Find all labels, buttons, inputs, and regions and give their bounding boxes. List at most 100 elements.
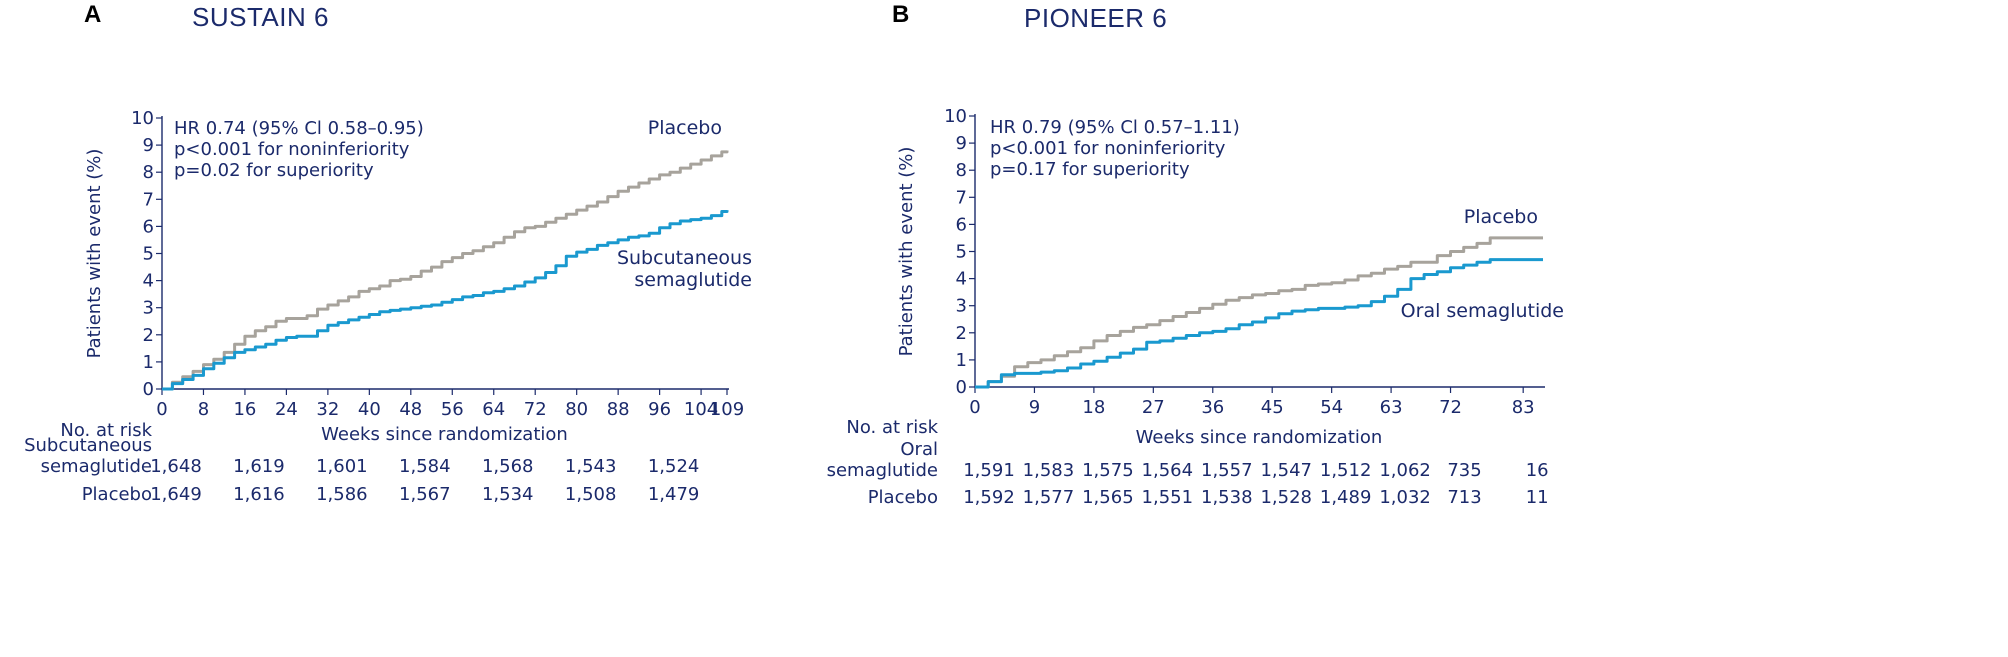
x-tick-label: 63 (1380, 397, 1403, 418)
y-tick-label: 3 (143, 298, 154, 319)
y-tick-label: 7 (956, 187, 967, 208)
x-tick-label: 16 (233, 399, 256, 420)
y-tick-label: 0 (143, 379, 154, 400)
risk-value: 1,601 (316, 456, 368, 477)
x-tick-label: 0 (156, 399, 167, 420)
x-tick-label: 96 (648, 399, 671, 420)
y-tick-label: 9 (956, 133, 967, 154)
risk-value: 11 (1526, 487, 1549, 508)
x-tick-label: 9 (1029, 397, 1040, 418)
y-tick-label: 1 (143, 352, 154, 373)
y-axis-label: Patients with event (%) (896, 147, 917, 357)
x-tick-label: 56 (441, 399, 464, 420)
y-tick-label: 0 (956, 377, 967, 398)
y-tick-label: 9 (143, 135, 154, 156)
risk-value: 1,577 (1023, 487, 1075, 508)
risk-value: 1,551 (1142, 487, 1194, 508)
y-tick-label: 10 (944, 106, 967, 127)
panel-letter: B (892, 1, 909, 28)
risk-value: 1,584 (399, 456, 451, 477)
risk-value: 16 (1526, 460, 1549, 481)
x-tick-label: 8 (198, 399, 209, 420)
risk-value: 1,032 (1379, 487, 1431, 508)
y-tick-label: 8 (956, 160, 967, 181)
risk-value: 1,534 (482, 484, 534, 505)
x-axis-label: Weeks since randomization (1136, 427, 1383, 448)
x-tick-label: 36 (1201, 397, 1224, 418)
y-tick-label: 10 (131, 108, 154, 129)
risk-value: 1,568 (482, 456, 534, 477)
risk-value: 1,575 (1082, 460, 1134, 481)
risk-value: 1,528 (1260, 487, 1312, 508)
x-tick-label: 54 (1320, 397, 1343, 418)
series-curve-placebo (975, 236, 1543, 389)
risk-value: 1,583 (1023, 460, 1075, 481)
risk-value: 1,591 (963, 460, 1015, 481)
risk-value: 1,557 (1201, 460, 1253, 481)
y-tick-label: 3 (956, 296, 967, 317)
x-tick-label: 27 (1142, 397, 1165, 418)
panel-title: PIONEER 6 (1024, 3, 1167, 33)
y-tick-label: 2 (143, 325, 154, 346)
y-tick-label: 2 (956, 323, 967, 344)
x-tick-label: 48 (399, 399, 422, 420)
risk-value: 1,592 (963, 487, 1015, 508)
series-curve-subcutaneous-semaglutide (162, 210, 729, 391)
risk-value: 1,479 (648, 484, 700, 505)
annotation-line: p<0.001 for noninferiority (990, 138, 1226, 159)
x-tick-label: 72 (524, 399, 547, 420)
risk-value: 1,512 (1320, 460, 1372, 481)
risk-value: 1,586 (316, 484, 368, 505)
x-axis-label: Weeks since randomization (321, 424, 568, 445)
x-tick-label: 40 (358, 399, 381, 420)
series-label: Subcutaneous (617, 247, 752, 269)
x-tick-label: 45 (1261, 397, 1284, 418)
y-axis-label: Patients with event (%) (84, 149, 105, 359)
risk-row-label: semaglutide (827, 460, 938, 481)
risk-value: 1,567 (399, 484, 451, 505)
x-tick-label: 18 (1082, 397, 1105, 418)
x-tick-label: 88 (607, 399, 630, 420)
y-tick-label: 6 (956, 214, 967, 235)
series-label: Placebo (648, 117, 722, 139)
panel-letter: A (84, 1, 101, 28)
risk-value: 1,547 (1260, 460, 1312, 481)
annotation-line: p=0.02 for superiority (174, 160, 374, 181)
risk-value: 1,489 (1320, 487, 1372, 508)
x-tick-label: 104 (684, 399, 718, 420)
annotation-line: p<0.001 for noninferiority (174, 139, 410, 160)
risk-row-label: Placebo (868, 487, 938, 508)
series-curve-placebo (162, 150, 729, 391)
y-tick-label: 4 (956, 269, 967, 290)
x-tick-label: 72 (1439, 397, 1462, 418)
panel-title: SUSTAIN 6 (192, 2, 329, 32)
risk-value: 1,062 (1379, 460, 1431, 481)
risk-value: 1,564 (1142, 460, 1194, 481)
risk-value: 1,616 (233, 484, 285, 505)
series-label: Oral semaglutide (1401, 300, 1564, 322)
y-tick-label: 5 (956, 242, 967, 263)
risk-row-label: semaglutide (41, 456, 152, 477)
risk-row-label: Oral (900, 439, 938, 460)
risk-value: 713 (1447, 487, 1481, 508)
risk-value: 735 (1447, 460, 1481, 481)
annotation-line: HR 0.74 (95% Cl 0.58–0.95) (174, 118, 424, 139)
x-tick-label: 83 (1512, 397, 1535, 418)
risk-value: 1,508 (565, 484, 617, 505)
risk-table-header: No. at risk (846, 417, 938, 438)
risk-row-label: Placebo (82, 484, 152, 505)
x-tick-label: 109 (710, 399, 744, 420)
series-curve-oral-semaglutide (975, 258, 1543, 389)
risk-value: 1,543 (565, 456, 617, 477)
x-tick-label: 0 (969, 397, 980, 418)
y-tick-label: 4 (143, 271, 154, 292)
risk-value: 1,648 (150, 456, 202, 477)
risk-value: 1,619 (233, 456, 285, 477)
y-tick-label: 7 (143, 189, 154, 210)
y-tick-label: 8 (143, 162, 154, 183)
y-tick-label: 1 (956, 350, 967, 371)
risk-value: 1,565 (1082, 487, 1134, 508)
risk-value: 1,524 (648, 456, 700, 477)
